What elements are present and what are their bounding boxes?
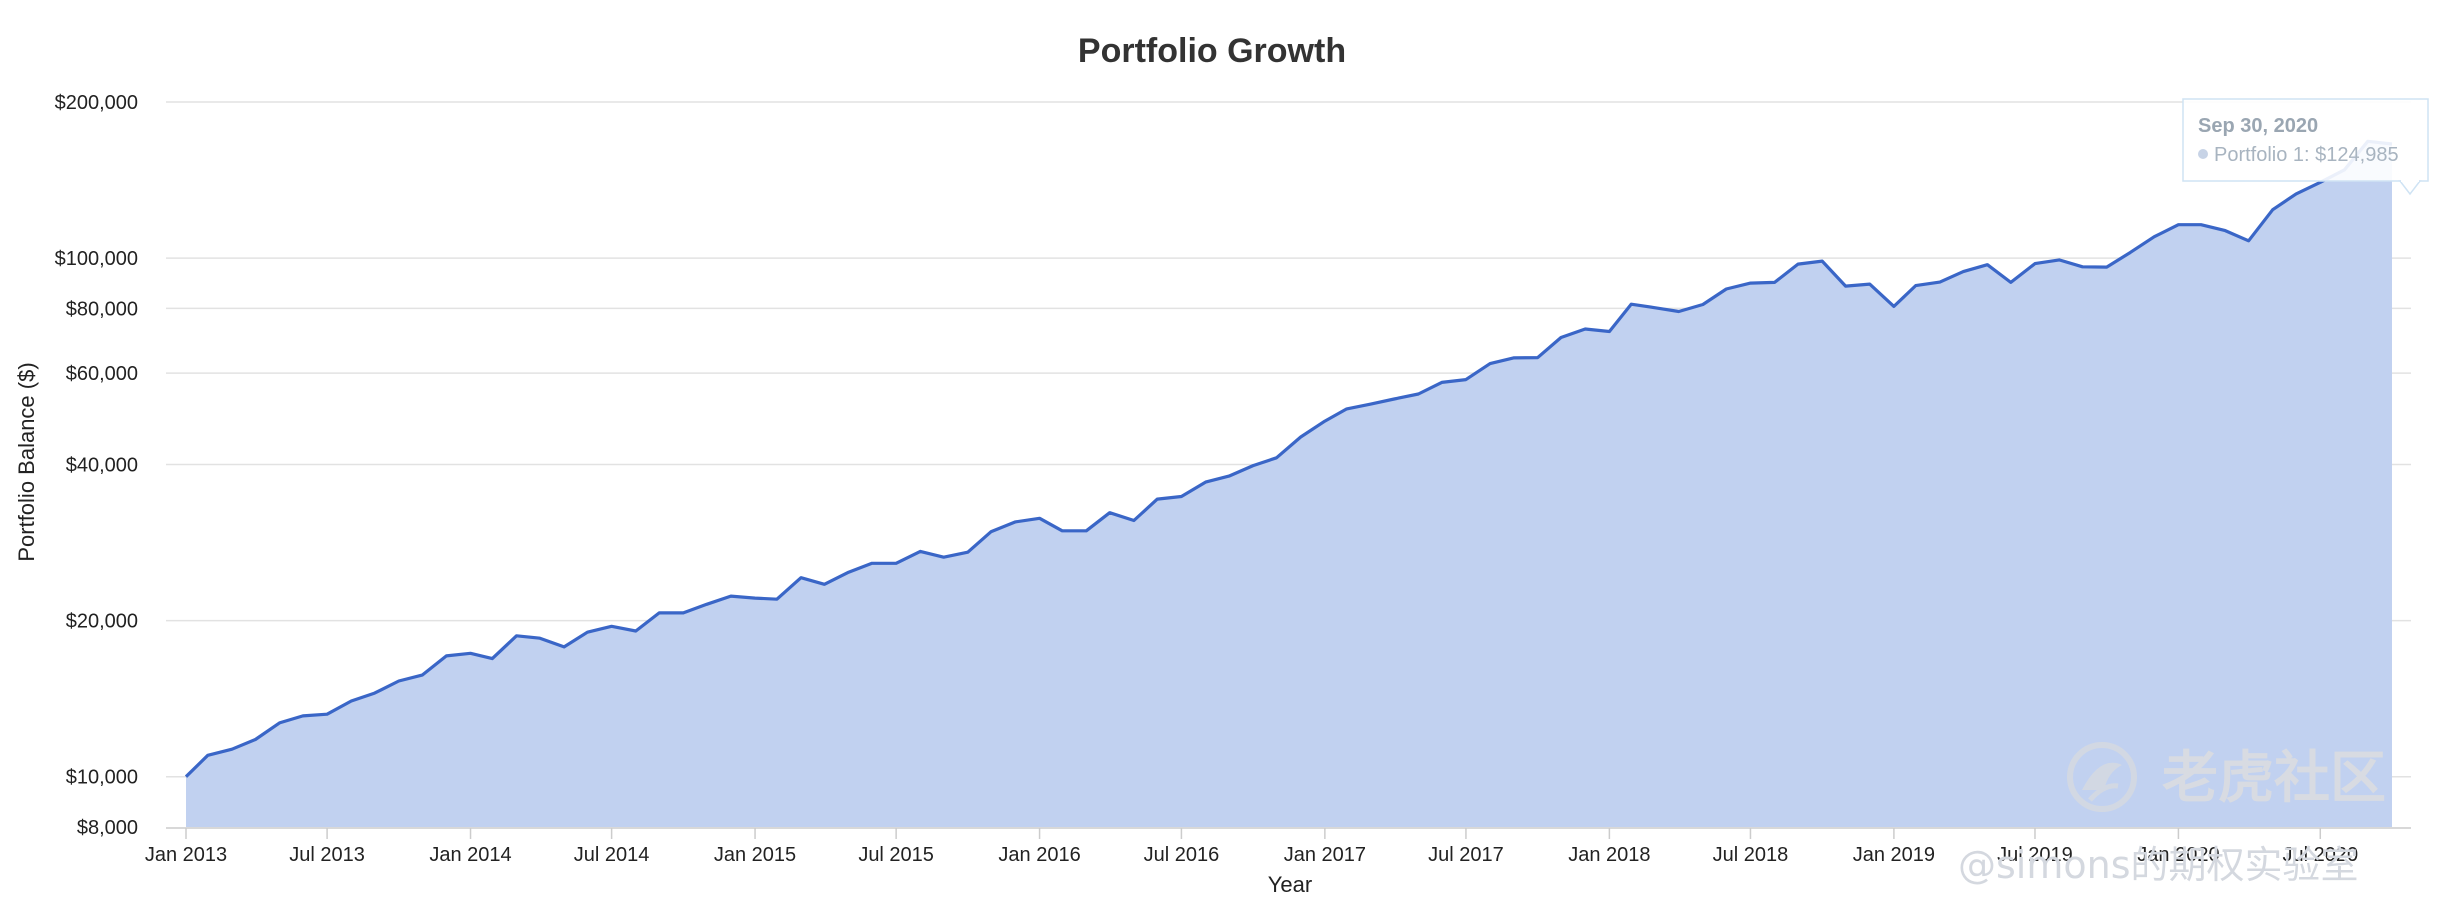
x-tick-label: Jan 2013	[145, 844, 227, 866]
tooltip: Sep 30, 2020 Portfolio 1: $124,985	[2182, 98, 2429, 196]
y-tick-label: $10,000	[66, 767, 138, 789]
y-tick-label: $100,000	[55, 248, 138, 270]
y-tick-label: $40,000	[66, 455, 138, 477]
x-tick-label: Jul 2013	[289, 844, 365, 866]
chart-title: Portfolio Growth	[1078, 32, 1346, 70]
area-series	[184, 139, 2393, 828]
portfolio-line	[184, 139, 2393, 778]
watermark-logo-icon	[2067, 742, 2137, 812]
x-axis-title: Year	[1268, 872, 1312, 897]
watermark-handle: @simons的期权实验室	[1958, 843, 2359, 887]
watermark: 老虎社区 @simons的期权实验室	[1958, 742, 2386, 887]
portfolio-area-fill	[186, 141, 2392, 828]
y-tick-label: $60,000	[66, 363, 138, 385]
y-tick-label: $80,000	[66, 298, 138, 320]
tooltip-value: Portfolio 1: $124,985	[2214, 144, 2399, 166]
x-tick-label: Jul 2016	[1144, 844, 1220, 866]
x-tick-label: Jan 2015	[714, 844, 796, 866]
y-tick-label: $20,000	[66, 611, 138, 633]
axes	[166, 827, 2411, 839]
x-tick-label: Jan 2019	[1853, 844, 1935, 866]
y-axis-title: Portfolio Balance ($)	[14, 362, 39, 561]
x-tick-label: Jan 2020	[2137, 844, 2219, 866]
x-tick-label: Jan 2018	[1568, 844, 1650, 866]
x-tick-label: Jan 2016	[998, 844, 1080, 866]
x-tick-label: Jul 2020	[2282, 844, 2358, 866]
tooltip-series-dot	[2198, 149, 2208, 159]
y-tick-label: $8,000	[77, 817, 138, 839]
x-tick-label: Jul 2014	[574, 844, 650, 866]
watermark-text: 老虎社区	[2162, 746, 2386, 811]
x-tick-label: Jul 2018	[1713, 844, 1789, 866]
x-tick-label: Jan 2014	[429, 844, 511, 866]
x-tick-label: Jul 2019	[1997, 844, 2073, 866]
x-tick-label: Jan 2017	[1284, 844, 1366, 866]
y-tick-label: $200,000	[55, 92, 138, 114]
x-tick-label: Jul 2017	[1428, 844, 1504, 866]
tooltip-pointer	[2398, 180, 2422, 196]
x-tick-label: Jul 2015	[858, 844, 934, 866]
tick-labels: $8,000 $10,000 $20,000 $40,000 $60,000 $80,00…	[55, 92, 2359, 866]
tooltip-box	[2182, 98, 2429, 182]
tooltip-date: Sep 30, 2020	[2198, 115, 2318, 137]
